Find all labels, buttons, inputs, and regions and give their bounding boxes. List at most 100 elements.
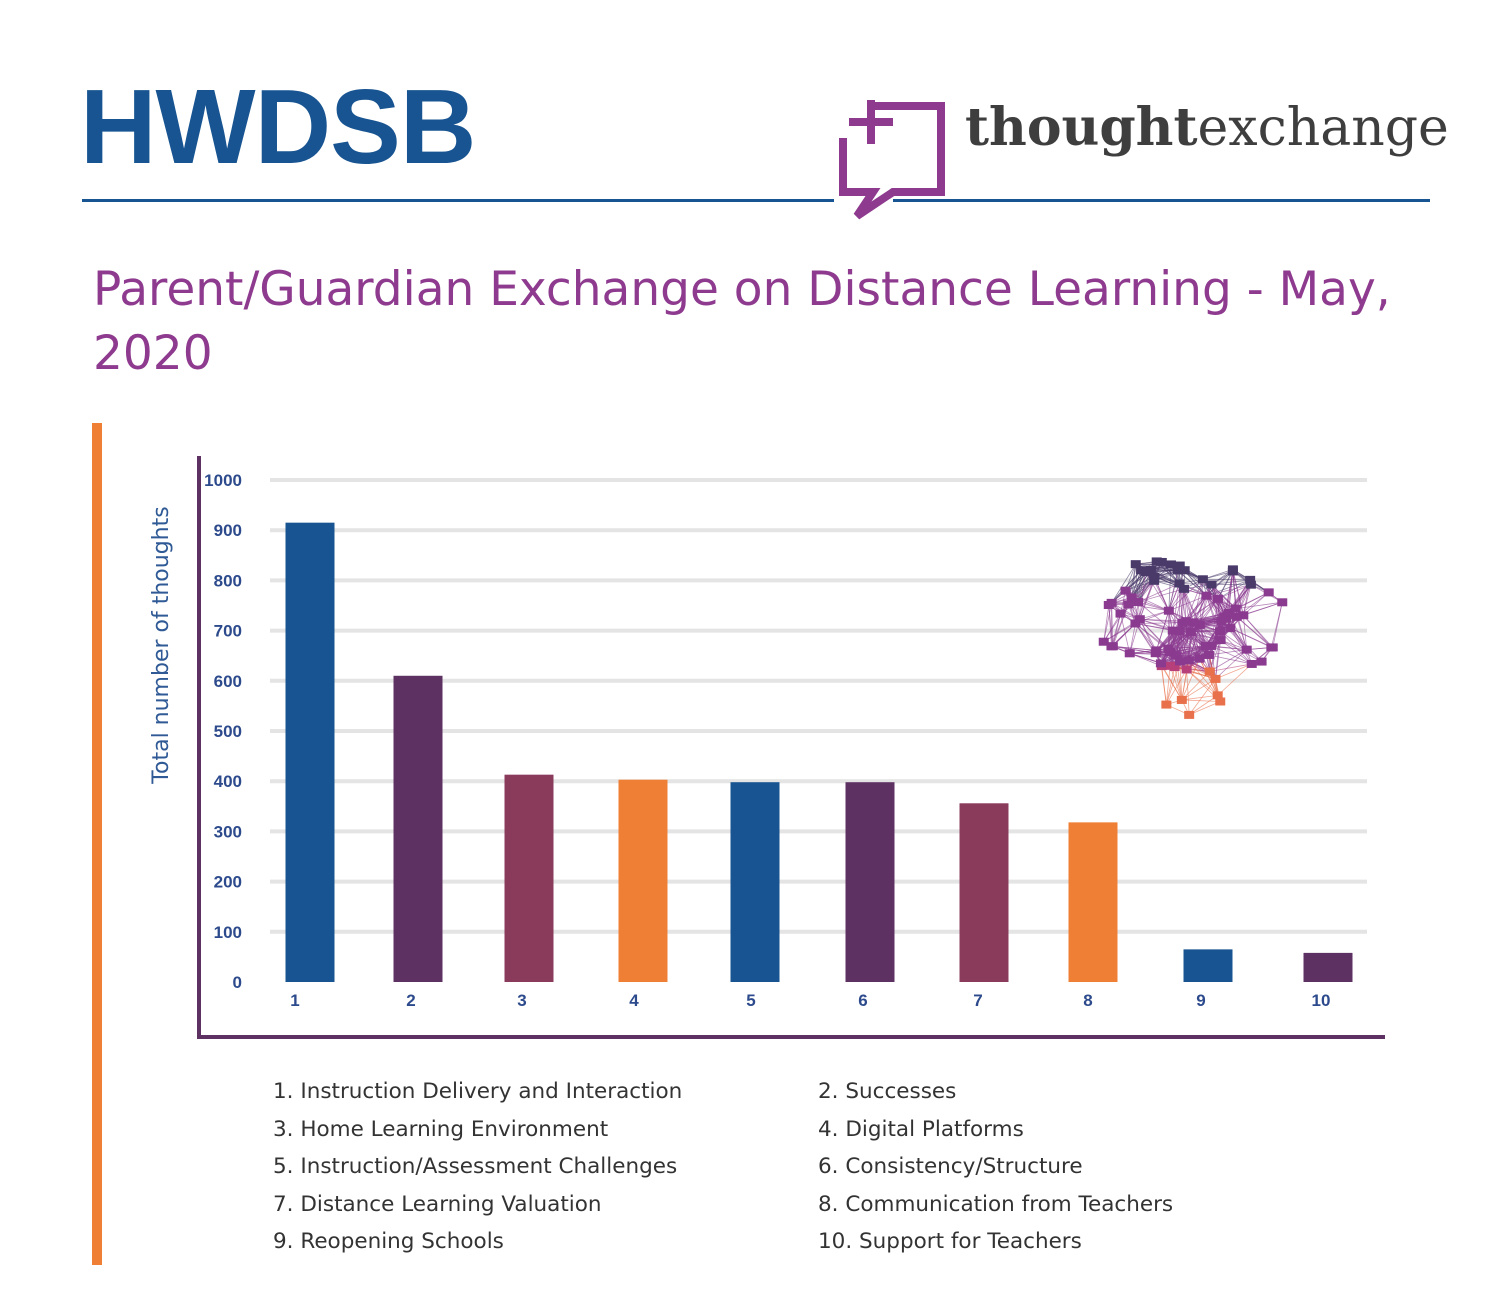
- network-link: [1217, 571, 1234, 600]
- network-link: [1230, 627, 1273, 648]
- network-node: [1130, 560, 1141, 569]
- network-node: [1151, 557, 1162, 566]
- network-link: [1183, 588, 1219, 600]
- network-link: [1144, 571, 1170, 611]
- network-link: [1186, 669, 1190, 715]
- network-link: [1190, 631, 1211, 672]
- network-link: [1217, 663, 1253, 696]
- x-tick-label: 1: [290, 991, 299, 1010]
- legend-item: 9. Reopening Schools: [273, 1229, 504, 1255]
- network-link: [1103, 613, 1121, 642]
- network-node: [1149, 572, 1160, 581]
- network-link: [1160, 645, 1206, 664]
- network-link: [1242, 584, 1252, 616]
- network-node: [1171, 651, 1182, 660]
- bars: [285, 522, 1353, 982]
- bar-2: [393, 675, 443, 982]
- y-tick-label: 900: [214, 521, 242, 540]
- network-node: [1151, 646, 1162, 655]
- x-tick-label: 3: [517, 991, 526, 1010]
- network-node: [1156, 557, 1167, 566]
- network-node: [1167, 626, 1178, 635]
- network-link: [1111, 613, 1121, 647]
- network-link: [1168, 583, 1180, 611]
- network-node: [1124, 649, 1135, 658]
- network-link: [1135, 623, 1157, 651]
- x-tick-labels: 1 2 3 4 5 6 7 8 9 10: [290, 991, 1330, 1010]
- network-node: [1181, 617, 1192, 626]
- network-node: [1206, 580, 1217, 589]
- network-link: [1181, 678, 1216, 701]
- bar-4: [618, 779, 668, 982]
- bar-10: [1303, 952, 1353, 982]
- network-link: [1209, 649, 1247, 672]
- network-node: [1212, 691, 1223, 700]
- network-node: [1277, 598, 1288, 607]
- network-node: [1126, 593, 1137, 602]
- y-tick-label: 700: [214, 622, 242, 641]
- network-node: [1115, 609, 1126, 618]
- network-link: [1103, 602, 1113, 642]
- network-node: [1106, 642, 1117, 651]
- y-tick-label: 300: [214, 822, 242, 841]
- network-node: [1215, 697, 1226, 706]
- x-tick-label: 10: [1312, 991, 1331, 1010]
- y-tick-labels: 0 100 200 300 400 500 600 700 800 900 1000: [204, 471, 242, 992]
- network-node: [1194, 620, 1205, 629]
- network-link: [1217, 584, 1252, 600]
- network-node: [1161, 700, 1172, 709]
- network-link: [1220, 639, 1252, 665]
- accent-bar: [92, 423, 102, 1265]
- network-node: [1238, 611, 1249, 620]
- network-node: [1165, 661, 1176, 670]
- network-link: [1208, 649, 1247, 656]
- network-node: [1210, 674, 1221, 683]
- network-link: [1181, 699, 1221, 702]
- network-node: [1256, 657, 1267, 666]
- network-link: [1166, 669, 1187, 705]
- network-link: [1179, 661, 1183, 700]
- network-node: [1245, 580, 1256, 589]
- network-link: [1272, 602, 1283, 648]
- network-node: [1267, 643, 1278, 652]
- network-link: [1172, 588, 1185, 631]
- network-node: [1133, 598, 1144, 607]
- thoughtexchange-logo: thoughtexchange: [965, 102, 1449, 155]
- y-tick-label: 100: [214, 923, 242, 942]
- legend-item: 10. Support for Teachers: [818, 1229, 1082, 1255]
- network-link: [1155, 610, 1170, 651]
- network-link: [1111, 580, 1155, 604]
- network-link: [1242, 615, 1248, 650]
- network-link: [1174, 666, 1183, 701]
- network-link: [1202, 578, 1251, 581]
- x-tick-label: 2: [406, 991, 415, 1010]
- x-tick-label: 6: [858, 991, 867, 1010]
- x-tick-label: 4: [629, 991, 639, 1010]
- network-node: [1179, 566, 1190, 575]
- network-node: [1201, 591, 1212, 600]
- network-link: [1215, 663, 1252, 680]
- bar-chart: 0 100 200 300 400 500 600 700 800 900 1000 1 2 3 4 5 6 7…: [149, 456, 1385, 1039]
- network-link: [1165, 665, 1171, 705]
- network-link: [1139, 619, 1157, 651]
- logo-text-light: exchange: [1197, 98, 1449, 158]
- network-link: [1111, 563, 1137, 604]
- network-node: [1215, 636, 1226, 645]
- y-axis-label: Total number of thoughts: [149, 506, 174, 784]
- y-tick-label: 400: [214, 772, 242, 791]
- network-node: [1188, 618, 1199, 627]
- network-link: [1168, 570, 1179, 611]
- bar-6: [845, 782, 895, 982]
- network-link: [1185, 598, 1219, 622]
- y-tick-label: 500: [214, 722, 242, 741]
- network-link: [1135, 563, 1178, 571]
- bar-8: [1068, 822, 1118, 982]
- hwdsb-logo: HWDSB: [80, 68, 476, 186]
- network-link: [1111, 569, 1142, 604]
- network-link: [1125, 564, 1137, 591]
- network-link: [1220, 639, 1262, 662]
- network-link: [1193, 584, 1212, 623]
- network-node: [1212, 594, 1223, 603]
- network-heart-illustration: [1098, 557, 1288, 719]
- bar-1: [285, 522, 335, 982]
